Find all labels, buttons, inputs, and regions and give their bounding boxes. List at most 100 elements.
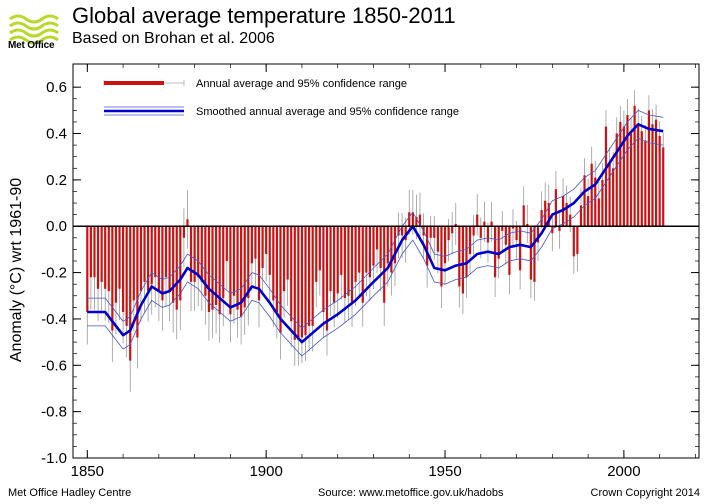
bar-1869 <box>154 226 157 278</box>
footer-copyright: Crown Copyright 2014 <box>590 487 700 499</box>
bar-1980 <box>551 226 554 234</box>
y-tick-label: 0.2 <box>46 172 67 189</box>
footer-source: Source: www.metoffice.gov.uk/hadobs <box>318 487 504 499</box>
annual-bars <box>86 105 665 361</box>
bar-1894 <box>243 226 246 308</box>
bar-2006 <box>644 140 647 227</box>
bar-1930 <box>372 226 375 266</box>
bar-1926 <box>358 226 361 273</box>
bar-2003 <box>633 105 636 227</box>
bar-2007 <box>647 110 651 227</box>
bar-1891 <box>232 226 236 296</box>
bar-1973 <box>526 223 529 227</box>
bar-1881 <box>197 226 200 278</box>
bar-1994 <box>601 179 604 227</box>
bar-1863 <box>132 226 135 301</box>
bar-1861 <box>125 226 128 326</box>
y-tick-label: -0.6 <box>41 357 67 374</box>
bar-1912 <box>307 226 311 326</box>
bar-1928 <box>365 226 368 273</box>
bar-1917 <box>325 226 329 331</box>
bar-2001 <box>626 114 629 227</box>
y-tick-label: 0.4 <box>46 126 67 143</box>
bar-2010 <box>658 135 661 227</box>
chart-subtitle: Based on Brohan et al. 2006 <box>72 30 275 47</box>
legend-entry-smoothed: Smoothed annual average and 95% confiden… <box>196 106 459 118</box>
bar-1871 <box>161 226 164 301</box>
bar-1972 <box>522 205 525 227</box>
bar-1979 <box>547 203 550 227</box>
bar-1965 <box>497 226 500 259</box>
bar-1892 <box>236 226 239 310</box>
bar-2008 <box>651 124 654 227</box>
bar-1911 <box>304 226 307 336</box>
bar-1886 <box>214 226 218 306</box>
bar-1903 <box>275 226 278 312</box>
bar-1996 <box>608 163 611 227</box>
bar-1914 <box>315 226 318 282</box>
bar-1960 <box>479 226 482 238</box>
bar-1962 <box>486 226 490 243</box>
bar-1885 <box>211 226 214 310</box>
bar-1905 <box>282 226 286 292</box>
bar-1922 <box>343 226 346 299</box>
smoothed-ci-lower <box>87 137 664 357</box>
bar-1858 <box>114 226 118 303</box>
bar-1974 <box>529 226 532 280</box>
bar-1882 <box>200 226 203 282</box>
bar-1923 <box>347 226 350 296</box>
x-tick-label: 2000 <box>607 463 640 480</box>
bar-1950 <box>443 226 447 264</box>
bar-1874 <box>172 226 175 303</box>
legend-entry-annual: Annual average and 95% confidence range <box>196 78 407 90</box>
bar-1875 <box>175 226 178 310</box>
bar-1966 <box>501 226 504 231</box>
bar-1851 <box>89 226 92 278</box>
bar-1899 <box>261 226 264 268</box>
bar-1956 <box>465 226 468 278</box>
bar-1953 <box>454 223 457 227</box>
bar-1870 <box>157 226 160 292</box>
bar-1901 <box>268 226 271 275</box>
bar-1850 <box>86 226 89 312</box>
footer-left: Met Office Hadley Centre <box>8 487 132 499</box>
bar-1907 <box>290 226 293 322</box>
bar-1987 <box>576 226 579 255</box>
bar-1866 <box>143 226 146 282</box>
bar-1876 <box>179 226 182 301</box>
y-tick-label: -0.4 <box>41 311 67 328</box>
bar-1867 <box>147 226 150 292</box>
bar-2005 <box>640 131 643 227</box>
bar-1985 <box>569 214 572 227</box>
bar-1968 <box>508 226 511 275</box>
bar-1932 <box>379 226 382 268</box>
bar-1897 <box>254 226 257 259</box>
bar-1864 <box>136 226 139 338</box>
bar-1854 <box>100 226 103 282</box>
bar-1918 <box>329 226 332 292</box>
bar-1990 <box>587 196 590 227</box>
bar-1900 <box>265 226 268 255</box>
bar-1948 <box>436 226 439 252</box>
bar-1913 <box>311 226 314 326</box>
bar-1977 <box>540 210 543 227</box>
bar-1976 <box>536 226 540 243</box>
bar-1860 <box>121 226 125 312</box>
bar-1963 <box>490 221 493 227</box>
bar-1896 <box>250 226 253 264</box>
bar-1868 <box>150 226 153 285</box>
bar-1947 <box>433 226 436 238</box>
bar-1920 <box>336 226 339 294</box>
bar-1982 <box>558 226 561 231</box>
bar-1938 <box>400 226 404 236</box>
bar-1971 <box>519 226 522 271</box>
x-tick-label: 1850 <box>71 463 104 480</box>
bar-1921 <box>340 226 343 275</box>
y-tick-label: 0.6 <box>46 79 67 96</box>
smoothed-line <box>87 123 664 344</box>
x-tick-label: 1900 <box>249 463 282 480</box>
bar-1984 <box>565 203 568 227</box>
bar-1915 <box>318 226 321 271</box>
